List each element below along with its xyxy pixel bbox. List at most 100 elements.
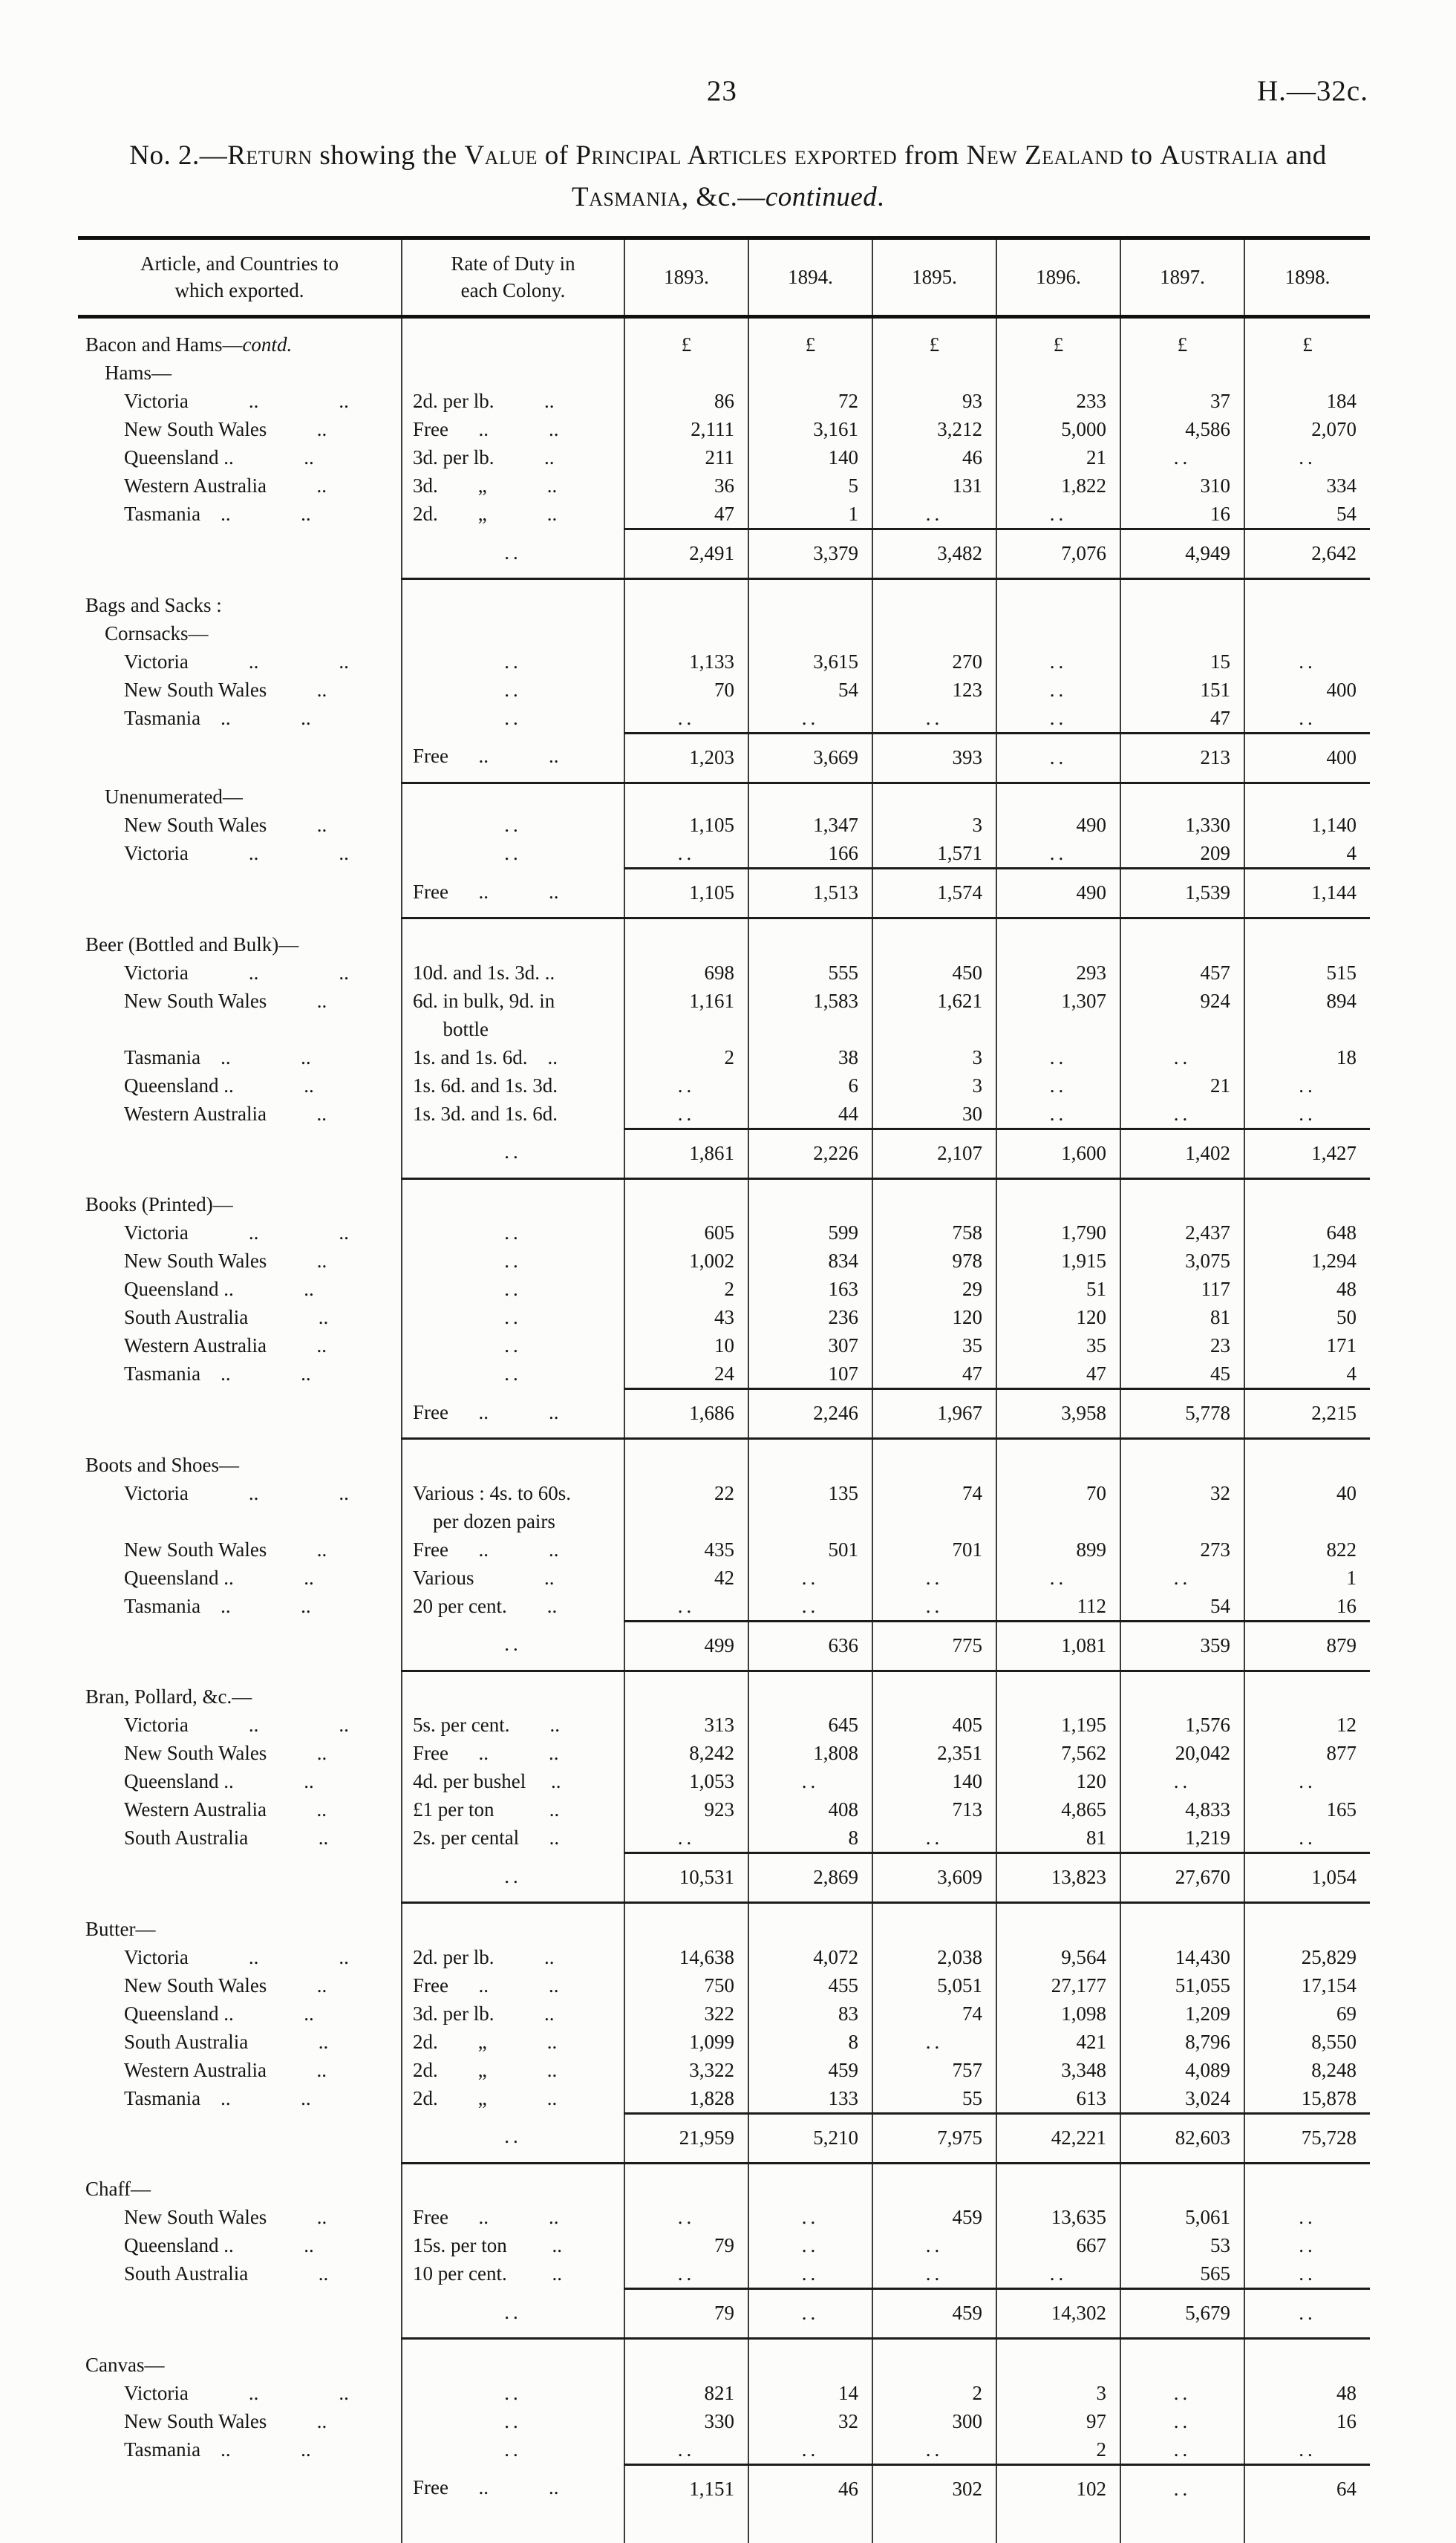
currency-cell [624, 578, 748, 619]
table-row: South Australia .. 10 per cent. .........… [78, 2259, 1370, 2289]
value-cell: 1,105 [624, 811, 748, 839]
section-heading-cell: Chaff— [78, 2163, 402, 2203]
value-cell: .. [748, 2231, 872, 2259]
total-value-cell: 2,491 [624, 528, 748, 580]
value-cell: 47 [996, 1359, 1120, 1389]
value-cell: 48 [1244, 2378, 1370, 2407]
currency-cell [1244, 2338, 1370, 2379]
currency-cell [1244, 578, 1370, 619]
value-cell: 435 [624, 1535, 748, 1564]
article-cell [78, 1389, 402, 1439]
total-value-cell: 64 [1244, 2463, 1370, 2543]
article-cell: New South Wales .. [124, 1250, 327, 1272]
total-value-cell: 499 [624, 1619, 748, 1672]
table-row: Queensland .. .. Various .. 42........ 1 [78, 1563, 1370, 1592]
currency-cell: £ [1244, 316, 1370, 359]
section-heading-row: Canvas— [78, 2338, 1370, 2379]
value-cell [872, 359, 996, 387]
value-cell: 8,550 [1244, 2027, 1370, 2056]
total-value-cell: 3,482 [872, 528, 996, 580]
rate-cell: 2d. per lb. .. [401, 1942, 624, 1971]
currency-cell [748, 1438, 872, 1479]
value-cell: 8,242 [624, 1739, 748, 1767]
article-cell: Queensland .. .. [124, 1074, 314, 1097]
currency-cell: £ [872, 316, 996, 359]
article-cell: Queensland .. .. [124, 446, 314, 469]
total-value-cell: 302 [872, 2463, 996, 2543]
title-segment: Value [464, 140, 538, 171]
value-cell: .. [872, 1563, 996, 1592]
value-cell: 2 [996, 2435, 1120, 2464]
value-cell: .. [872, 2027, 996, 2056]
section-heading-text: Butter— [85, 1917, 156, 1940]
article-cell [78, 1129, 402, 1178]
article-cell [78, 1853, 402, 1903]
currency-cell [1244, 1438, 1370, 1479]
value-cell: .. [872, 500, 996, 529]
value-cell: 2,038 [872, 1942, 996, 1971]
total-row: .. 2,491 3,379 3,482 7,076 4,949 2,642 [78, 528, 1370, 580]
currency-cell [1120, 1178, 1244, 1218]
value-cell: 3,075 [1120, 1247, 1244, 1275]
value-cell: 924 [1120, 986, 1244, 1043]
currency-cell [624, 2163, 748, 2203]
value-cell: 20,042 [1120, 1739, 1244, 1767]
value-cell: .. [624, 1824, 748, 1853]
title-segment: New Zealand [966, 140, 1123, 171]
section-heading-text: Bags and Sacks : [85, 593, 222, 616]
table-row: Queensland .. .. 3d. per lb. .. 211 140 46 21… [78, 443, 1370, 471]
value-cell [996, 618, 1120, 647]
value-cell: .. [748, 2435, 872, 2464]
rate-cell: 2d. „ .. [401, 500, 624, 529]
rate-cell: 3d. „ .. [401, 471, 624, 500]
rate-cell [401, 1902, 624, 1943]
article-cell: Victoria .. .. [124, 1221, 349, 1244]
value-cell: .. [872, 2435, 996, 2464]
total-value-cell: 490 [996, 867, 1120, 919]
value-cell: 81 [996, 1824, 1120, 1853]
section-heading-cell: Boots and Shoes— [78, 1439, 402, 1479]
value-cell: 140 [748, 443, 872, 471]
article-cell: Victoria .. .. [124, 1945, 349, 1968]
value-cell: 5,061 [1120, 2203, 1244, 2231]
value-cell: 47 [1120, 703, 1244, 733]
currency-cell [1244, 1902, 1370, 1943]
value-cell: 4,089 [1120, 2055, 1244, 2084]
value-cell: 120 [996, 1303, 1120, 1331]
currency-cell: £ [1120, 316, 1244, 359]
rate-cell: Free .. .. [401, 868, 624, 919]
value-cell: 93 [872, 387, 996, 415]
value-cell: 334 [1244, 471, 1370, 500]
value-cell: 4,865 [996, 1795, 1120, 1824]
value-cell: 70 [624, 675, 748, 704]
value-cell: 1,576 [1120, 1711, 1244, 1739]
rate-cell: .. [401, 1359, 624, 1389]
article-cell: Tasmania .. .. [124, 503, 311, 525]
table-row: Victoria .. .. 2d. per lb. .. 86 72 93 233 37 1… [78, 387, 1370, 415]
currency-cell [624, 1178, 748, 1218]
total-value-cell: 1,686 [624, 1388, 748, 1440]
value-cell: 81 [1120, 1303, 1244, 1331]
rate-cell: Free .. .. [401, 1971, 624, 2000]
currency-cell [1244, 1671, 1370, 1711]
total-value-cell: 1,081 [996, 1619, 1120, 1672]
subsection-heading-cell: Unenumerated— [105, 786, 243, 808]
value-cell: 605 [624, 1218, 748, 1247]
value-cell: .. [1120, 2406, 1244, 2435]
total-value-cell: 1,203 [624, 731, 748, 784]
value-cell: 51 [996, 1275, 1120, 1303]
total-value-cell: 1,427 [1244, 1127, 1370, 1180]
value-cell: 86 [624, 387, 748, 415]
value-cell: .. [1244, 443, 1370, 471]
value-cell: 1,347 [748, 811, 872, 839]
rate-cell: Various .. [401, 1563, 624, 1592]
value-cell [624, 783, 748, 811]
value-cell: 4,072 [748, 1942, 872, 1971]
value-cell: 12 [1244, 1711, 1370, 1739]
value-cell: .. [996, 1071, 1120, 1100]
total-value-cell: 1,967 [872, 1388, 996, 1440]
value-cell: 613 [996, 2083, 1120, 2113]
value-cell: .. [624, 2259, 748, 2289]
section-heading-cell: Beer (Bottled and Bulk)— [78, 918, 402, 959]
rate-cell [401, 2163, 624, 2203]
